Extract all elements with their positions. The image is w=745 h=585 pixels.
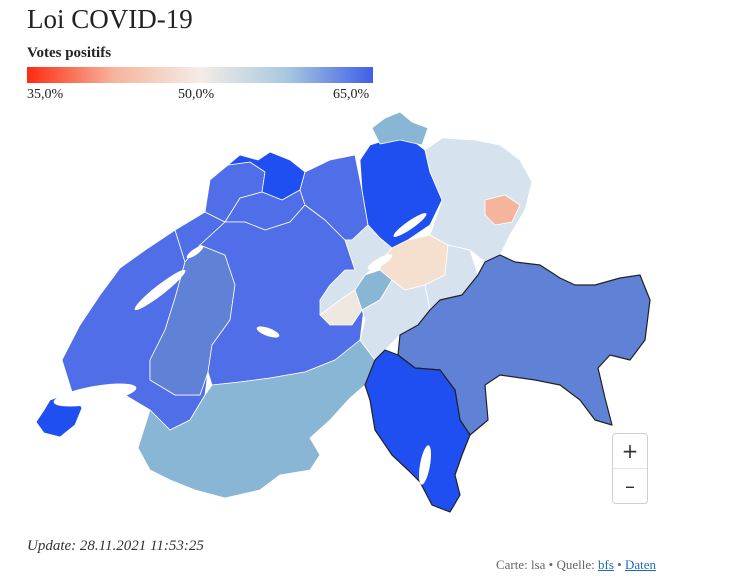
lake-maggiore (418, 445, 432, 485)
region-ticino[interactable] (364, 349, 471, 513)
credits-prefix: Carte: lsa • Quelle: (495, 557, 598, 572)
lake-lucerne (367, 254, 393, 270)
zoom-out-button[interactable]: – (613, 468, 647, 503)
source-credits: Carte: lsa • Quelle: bfs • Daten (496, 557, 656, 573)
lake-neuchatel (134, 269, 186, 311)
region-valais[interactable] (137, 339, 376, 499)
lake-geneva (53, 383, 137, 407)
bfs-link[interactable]: bfs (598, 557, 614, 572)
region-appenzell-ir[interactable] (484, 194, 521, 226)
daten-link[interactable]: Daten (624, 557, 656, 572)
zoom-in-button[interactable]: + (621, 439, 639, 463)
legend-title: Votes positifs (27, 45, 112, 61)
zoom-control: + – (612, 433, 648, 504)
lake-biel (186, 245, 204, 259)
region-stgallen[interactable] (424, 137, 533, 263)
legend-mid-label: 50,0% (178, 87, 215, 102)
map-title: Loi COVID-19 (27, 4, 193, 34)
legend-max-label: 65,0% (333, 87, 370, 102)
credits-separator: • (613, 557, 625, 572)
legend-color-scale (27, 67, 373, 83)
update-timestamp: Update: 28.11.2021 11:53:25 (27, 538, 204, 554)
lake-zurich (393, 213, 427, 237)
legend-min-label: 35,0% (27, 87, 64, 102)
region-schaffhausen[interactable] (371, 111, 429, 146)
lake-thun (256, 326, 280, 338)
